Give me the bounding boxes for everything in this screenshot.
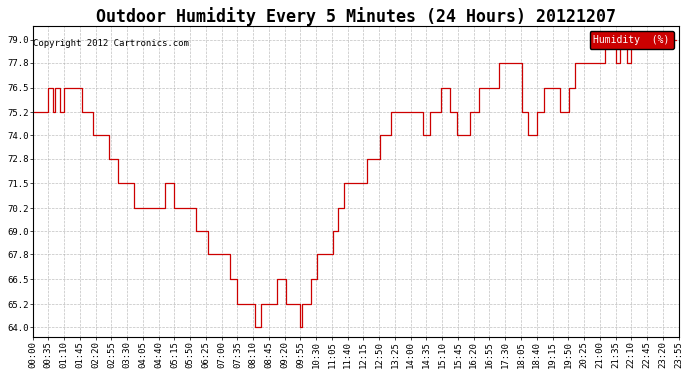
- Title: Outdoor Humidity Every 5 Minutes (24 Hours) 20121207: Outdoor Humidity Every 5 Minutes (24 Hou…: [96, 7, 615, 26]
- Text: Copyright 2012 Cartronics.com: Copyright 2012 Cartronics.com: [33, 39, 189, 48]
- Legend: Humidity  (%): Humidity (%): [589, 31, 673, 49]
